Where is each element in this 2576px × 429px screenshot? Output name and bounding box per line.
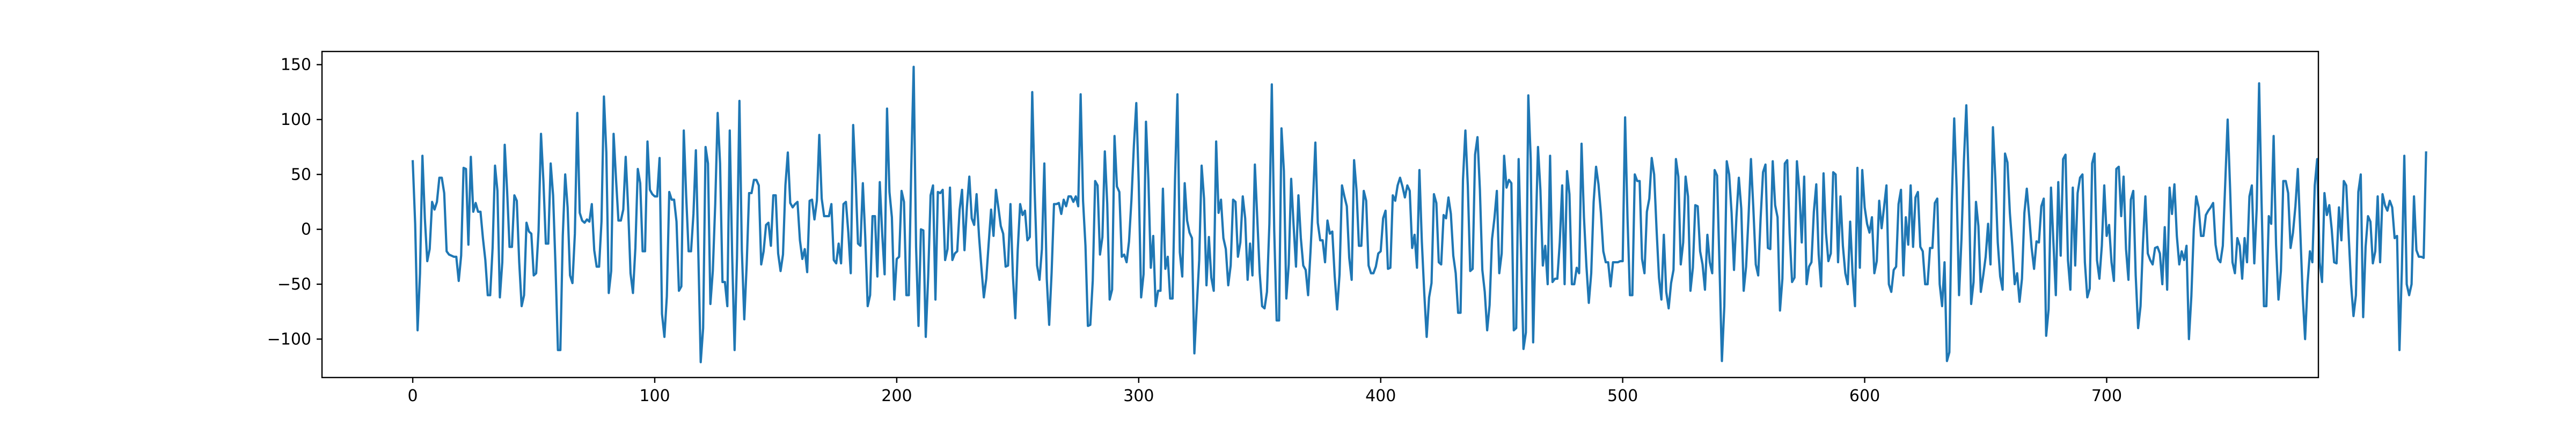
y-tick-label-100: 100 — [281, 110, 311, 129]
x-tick-label-100: 100 — [639, 387, 670, 405]
plot-area — [411, 65, 2427, 364]
y-tick-label-50: 50 — [291, 165, 311, 184]
y-tick-label--50: −50 — [277, 275, 311, 294]
y-tick-label--100: −100 — [267, 330, 311, 349]
axes: 0 100 200 300 400 500 600 700 −100 −50 0 50 100 150 — [267, 50, 2319, 405]
x-tick-label-400: 400 — [1365, 387, 1396, 405]
axes-frame — [321, 50, 2319, 379]
series-line-0 — [411, 65, 2427, 364]
x-tick-label-300: 300 — [1123, 387, 1154, 405]
x-tick-label-700: 700 — [2091, 387, 2122, 405]
x-tick-label-0: 0 — [408, 387, 418, 405]
x-tick-label-600: 600 — [1849, 387, 1880, 405]
x-tick-label-500: 500 — [1607, 387, 1638, 405]
y-tick-label-150: 150 — [281, 56, 311, 75]
y-tick-label-0: 0 — [301, 220, 311, 239]
x-tick-label-200: 200 — [881, 387, 912, 405]
